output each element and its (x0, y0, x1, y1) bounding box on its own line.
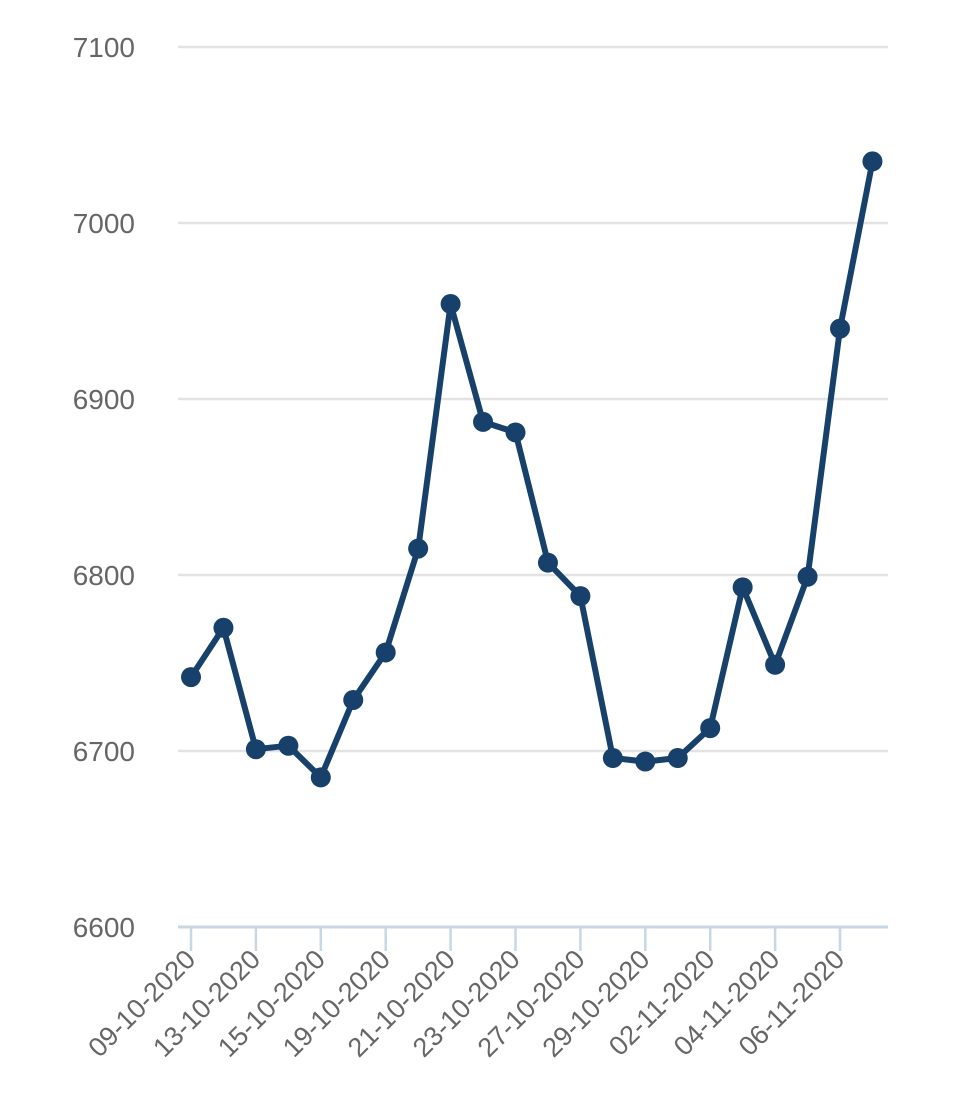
data-point (213, 617, 234, 638)
data-point (278, 735, 299, 756)
data-point (181, 667, 201, 688)
data-point (830, 318, 850, 339)
data-point (765, 654, 786, 675)
data-point (310, 767, 331, 788)
data-point (700, 718, 721, 739)
series (181, 151, 883, 788)
data-point (797, 566, 818, 587)
y-tick-label: 6900 (73, 384, 135, 415)
data-point (635, 751, 656, 772)
data-point (667, 748, 688, 769)
data-point (537, 552, 558, 573)
series-line (188, 158, 876, 781)
data-point (862, 151, 883, 172)
data-point (375, 642, 396, 663)
y-tick-label: 6800 (73, 560, 135, 591)
y-tick-label: 6600 (73, 912, 135, 943)
y-tick-label: 6700 (73, 736, 135, 767)
data-point (602, 748, 623, 769)
y-axis: 6600 6700 6800 6900 7000 7100 (73, 32, 135, 943)
data-point (408, 538, 429, 559)
y-tick-label: 7000 (73, 208, 135, 239)
x-axis: 09-10-202013-10-202015-10-202019-10-2020… (82, 925, 888, 1063)
data-point (343, 689, 364, 710)
data-point (570, 586, 591, 607)
data-point (473, 411, 494, 432)
data-point (732, 577, 753, 598)
gridlines (178, 45, 888, 753)
data-point (440, 293, 461, 314)
y-tick-label: 7100 (73, 32, 135, 63)
data-point (505, 422, 526, 443)
data-point (245, 739, 266, 760)
